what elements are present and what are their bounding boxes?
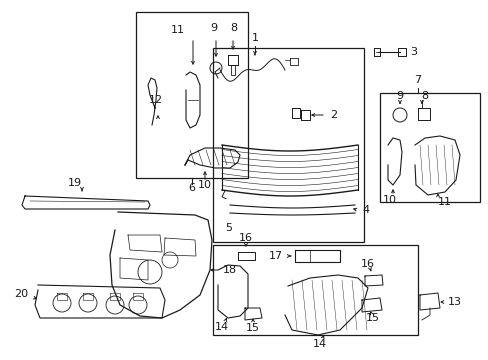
- Text: 16: 16: [360, 259, 374, 269]
- Text: 12: 12: [148, 95, 163, 105]
- Text: 16: 16: [239, 233, 252, 243]
- Text: 10: 10: [198, 180, 212, 190]
- Text: 13: 13: [447, 297, 461, 307]
- Text: 5: 5: [224, 223, 231, 233]
- Text: 9: 9: [210, 23, 217, 33]
- Text: 15: 15: [245, 323, 260, 333]
- Text: 1: 1: [251, 33, 258, 43]
- Text: 14: 14: [215, 322, 228, 332]
- Text: 17: 17: [268, 251, 283, 261]
- Text: 6: 6: [188, 183, 195, 193]
- Text: 2: 2: [329, 110, 336, 120]
- Text: 7: 7: [414, 75, 421, 85]
- Text: 8: 8: [421, 91, 427, 101]
- Text: 10: 10: [382, 195, 396, 205]
- Text: 18: 18: [223, 265, 237, 275]
- Text: 14: 14: [312, 339, 326, 349]
- Text: 19: 19: [68, 178, 82, 188]
- Text: 11: 11: [171, 25, 184, 35]
- Text: 4: 4: [361, 205, 368, 215]
- Text: 11: 11: [437, 197, 451, 207]
- Text: 8: 8: [230, 23, 237, 33]
- Text: 3: 3: [409, 47, 416, 57]
- Text: 9: 9: [396, 91, 403, 101]
- Text: 15: 15: [365, 313, 379, 323]
- Text: 20: 20: [14, 289, 28, 299]
